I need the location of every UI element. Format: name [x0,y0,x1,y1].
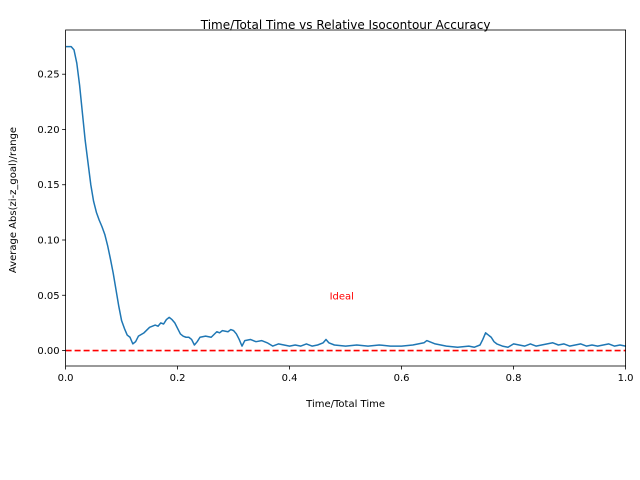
chart-title: Time/Total Time vs Relative Isocontour A… [200,18,491,32]
y-tick-label: 0.15 [37,180,59,191]
y-tick-label: 0.25 [37,70,59,81]
y-tick-label: 0.00 [37,346,59,357]
x-axis-label: Time/Total Time [305,399,385,410]
x-tick-label: 0.4 [282,373,298,384]
y-tick-label: 0.10 [37,236,59,247]
y-axis-label: Average Abs(zi-z_goal)/range [8,127,19,273]
y-tick-label: 0.05 [37,291,59,302]
x-tick-label: 0.6 [394,373,410,384]
x-tick-label: 0.2 [170,373,186,384]
x-tick-label: 0.8 [506,373,522,384]
y-tick-label: 0.20 [37,125,59,136]
x-tick-label: 1.0 [618,373,634,384]
series-line-accuracy [65,45,626,348]
annotation-ideal: Ideal [330,291,354,302]
axes-frame [65,29,626,367]
plot-area: 0.0 0.2 0.4 0.6 0.8 1.0 0.00 0.05 0.10 0.15 0.20 0.… [37,29,634,384]
x-tick-label: 0.0 [58,373,74,384]
